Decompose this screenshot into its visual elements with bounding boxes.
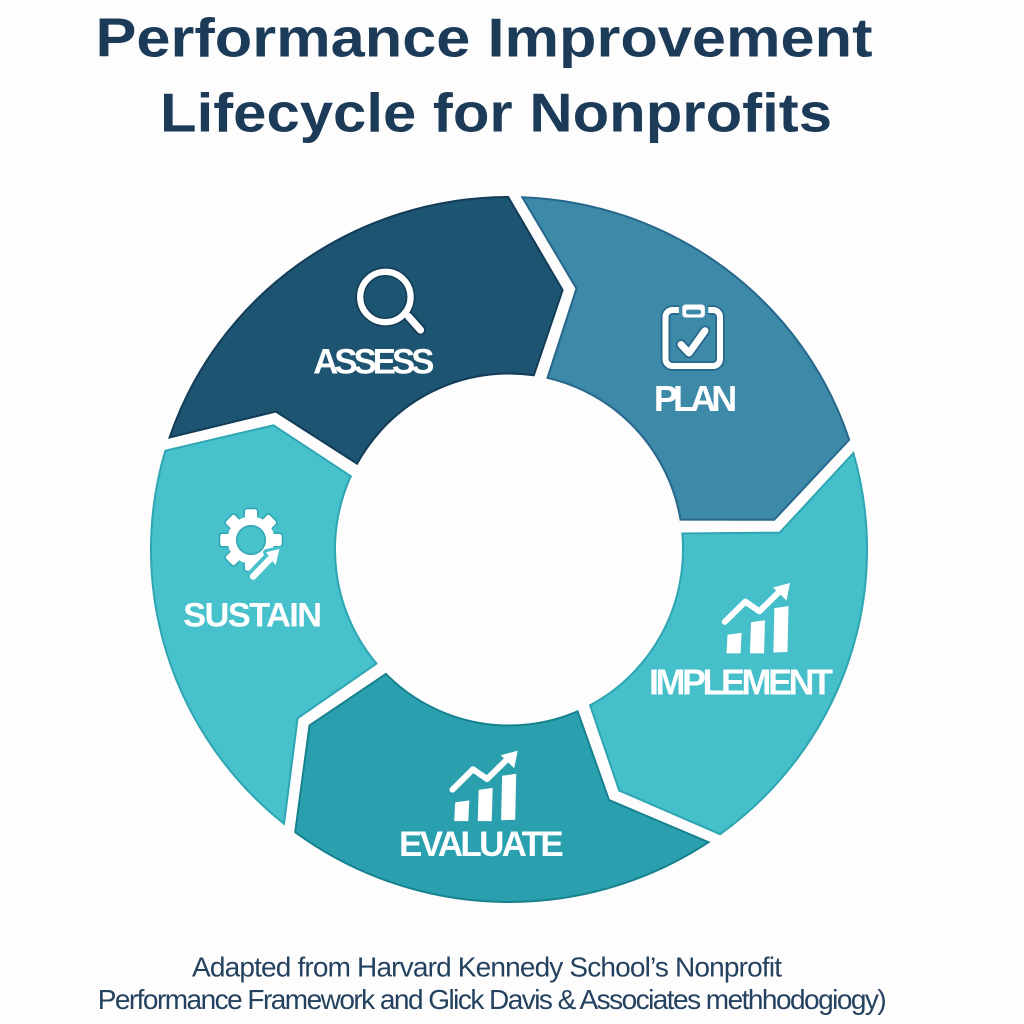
svg-text:EVALUATE: EVALUATE bbox=[399, 825, 564, 864]
svg-text:Adapted from Harvard Kennedy S: Adapted from Harvard Kennedy School’s No… bbox=[192, 952, 782, 983]
svg-text:ASSESS: ASSESS bbox=[313, 343, 434, 382]
svg-text:SUSTAIN: SUSTAIN bbox=[183, 597, 322, 635]
svg-text:Performance Framework and Glic: Performance Framework and Glick Davis & … bbox=[98, 984, 887, 1015]
svg-text:PLAN: PLAN bbox=[654, 378, 737, 419]
svg-text:Lifecycle for Nonprofits: Lifecycle for Nonprofits bbox=[160, 82, 832, 144]
svg-text:IMPLEMENT: IMPLEMENT bbox=[649, 662, 833, 703]
svg-text:Performance Improvement: Performance Improvement bbox=[96, 7, 873, 69]
